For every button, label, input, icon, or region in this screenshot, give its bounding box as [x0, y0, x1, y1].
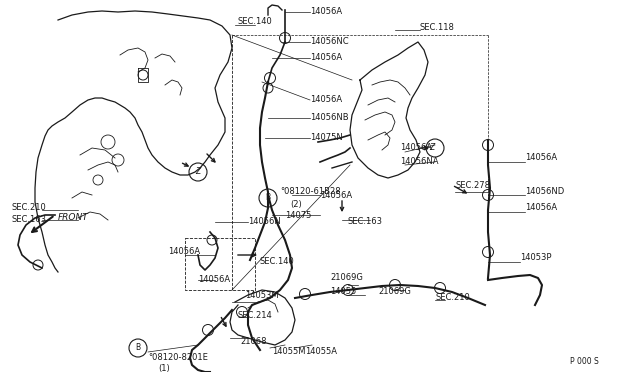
Text: 14056N: 14056N — [248, 218, 281, 227]
Text: 14055: 14055 — [330, 288, 356, 296]
Text: 14056A: 14056A — [400, 144, 432, 153]
Text: SEC.163: SEC.163 — [348, 218, 383, 227]
Text: 14053P: 14053P — [520, 253, 552, 263]
Text: 14075: 14075 — [285, 211, 312, 219]
Text: SEC.210: SEC.210 — [435, 294, 470, 302]
Text: °08120-8201E: °08120-8201E — [148, 353, 208, 362]
Text: 14056A: 14056A — [198, 276, 230, 285]
Text: Z: Z — [429, 144, 435, 153]
Text: P 000 S: P 000 S — [570, 357, 599, 366]
Text: SEC.163: SEC.163 — [12, 215, 47, 224]
Text: 14075N: 14075N — [310, 134, 343, 142]
Text: SEC.140: SEC.140 — [238, 17, 273, 26]
Text: B: B — [266, 193, 271, 202]
Text: 21068: 21068 — [240, 337, 266, 346]
Text: SEC.278: SEC.278 — [455, 180, 490, 189]
Text: 14056A: 14056A — [310, 96, 342, 105]
Text: 14056ND: 14056ND — [525, 187, 564, 196]
Text: FRONT: FRONT — [58, 214, 89, 222]
Text: 14055A: 14055A — [305, 347, 337, 356]
Text: 14056A: 14056A — [525, 203, 557, 212]
Text: SEC.210: SEC.210 — [12, 203, 47, 212]
Text: 14055M: 14055M — [272, 347, 305, 356]
Text: 14056NA: 14056NA — [400, 157, 438, 167]
Text: 21069G: 21069G — [378, 288, 411, 296]
Text: °08120-61B28: °08120-61B28 — [280, 187, 340, 196]
Text: 14056NB: 14056NB — [310, 113, 349, 122]
Text: (1): (1) — [158, 363, 170, 372]
Text: 14056A: 14056A — [310, 54, 342, 62]
Text: (2): (2) — [290, 201, 301, 209]
Text: 14053M: 14053M — [245, 291, 278, 299]
Text: 14056A: 14056A — [168, 247, 200, 257]
Text: 21069G: 21069G — [330, 273, 363, 282]
Text: Z: Z — [195, 167, 200, 176]
Text: 14056A: 14056A — [320, 190, 352, 199]
Text: SEC.118: SEC.118 — [420, 23, 455, 32]
Text: SEC.140: SEC.140 — [260, 257, 295, 266]
Text: B: B — [136, 343, 141, 353]
Text: 14056A: 14056A — [525, 154, 557, 163]
Text: 14056A: 14056A — [310, 7, 342, 16]
Text: SEC.214: SEC.214 — [238, 311, 273, 320]
Text: 14056NC: 14056NC — [310, 38, 349, 46]
